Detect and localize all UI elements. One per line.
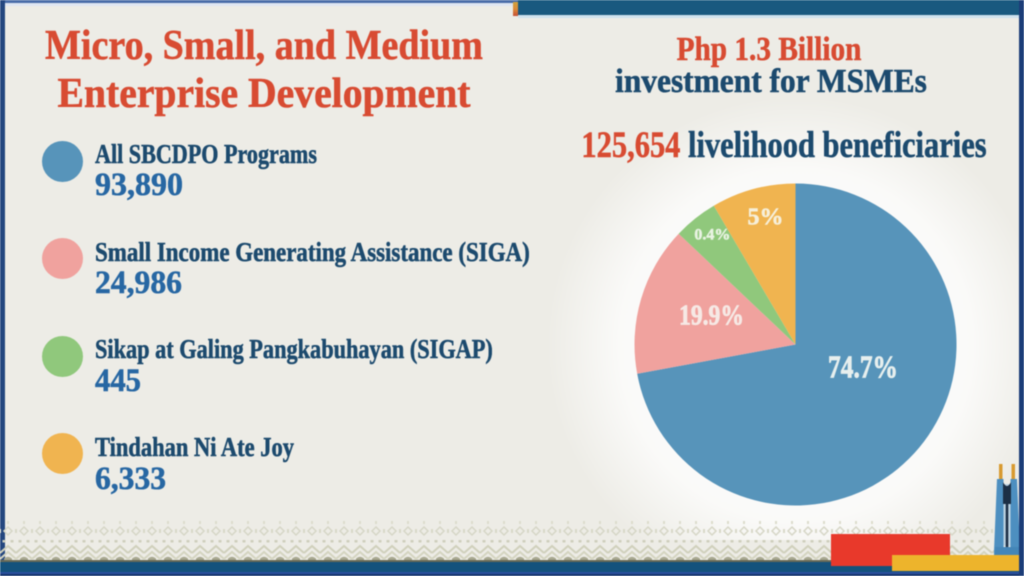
svg-text:74.7%: 74.7%: [828, 350, 898, 385]
svg-text:5%: 5%: [748, 205, 784, 231]
svg-text:19.9%: 19.9%: [679, 300, 744, 331]
svg-text:0.4%: 0.4%: [694, 226, 730, 243]
